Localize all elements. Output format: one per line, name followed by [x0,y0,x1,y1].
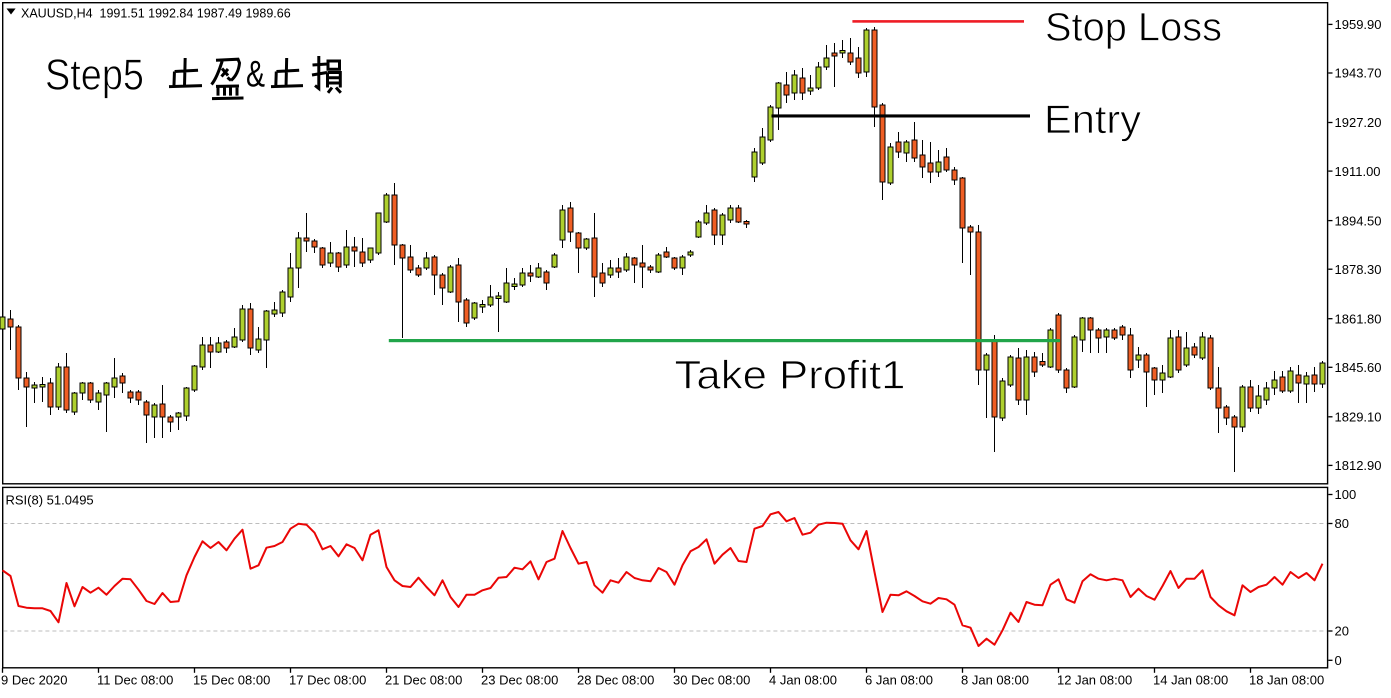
svg-text:18 Jan 08:00: 18 Jan 08:00 [1249,673,1324,688]
svg-text:80: 80 [1335,516,1349,531]
svg-text:1959.90: 1959.90 [1335,17,1382,32]
svg-text:Step5: Step5 [45,51,144,99]
svg-text:15 Dec 08:00: 15 Dec 08:00 [193,673,270,688]
svg-text:1943.70: 1943.70 [1335,66,1382,81]
svg-text:&: & [246,54,265,95]
svg-text:1894.50: 1894.50 [1335,213,1382,228]
svg-text:21 Dec 08:00: 21 Dec 08:00 [385,673,462,688]
svg-text:100: 100 [1335,487,1357,502]
svg-text:1927.20: 1927.20 [1335,115,1382,130]
svg-text:RSI(8) 51.0495: RSI(8) 51.0495 [6,493,94,508]
svg-text:12 Jan 08:00: 12 Jan 08:00 [1057,673,1132,688]
svg-text:1861.80: 1861.80 [1335,311,1382,326]
svg-text:Take Profit1: Take Profit1 [675,354,906,398]
svg-text:Entry: Entry [1044,98,1141,142]
svg-text:9 Dec 2020: 9 Dec 2020 [1,673,68,688]
svg-text:30 Dec 08:00: 30 Dec 08:00 [673,673,750,688]
svg-text:1812.90: 1812.90 [1335,458,1382,473]
svg-text:11 Dec 08:00: 11 Dec 08:00 [97,673,173,688]
svg-text:0: 0 [1335,653,1342,668]
svg-text:14 Jan 08:00: 14 Jan 08:00 [1153,673,1228,688]
svg-text:Stop Loss: Stop Loss [1045,6,1222,50]
svg-text:1845.60: 1845.60 [1335,360,1382,375]
svg-text:8 Jan 08:00: 8 Jan 08:00 [961,673,1029,688]
svg-text:20: 20 [1335,624,1349,639]
svg-text:28 Dec 08:00: 28 Dec 08:00 [577,673,654,688]
svg-text:XAUUSD,H4 1991.51 1992.84 198: XAUUSD,H4 1991.51 1992.84 1987.49 1989.6… [21,6,291,20]
svg-text:17 Dec 08:00: 17 Dec 08:00 [289,673,366,688]
svg-text:23 Dec 08:00: 23 Dec 08:00 [481,673,558,688]
svg-text:4 Jan 08:00: 4 Jan 08:00 [769,673,837,688]
svg-text:1911.00: 1911.00 [1335,164,1381,179]
svg-text:1829.10: 1829.10 [1335,410,1382,425]
svg-text:1878.30: 1878.30 [1335,262,1382,277]
svg-text:6 Jan 08:00: 6 Jan 08:00 [865,673,933,688]
